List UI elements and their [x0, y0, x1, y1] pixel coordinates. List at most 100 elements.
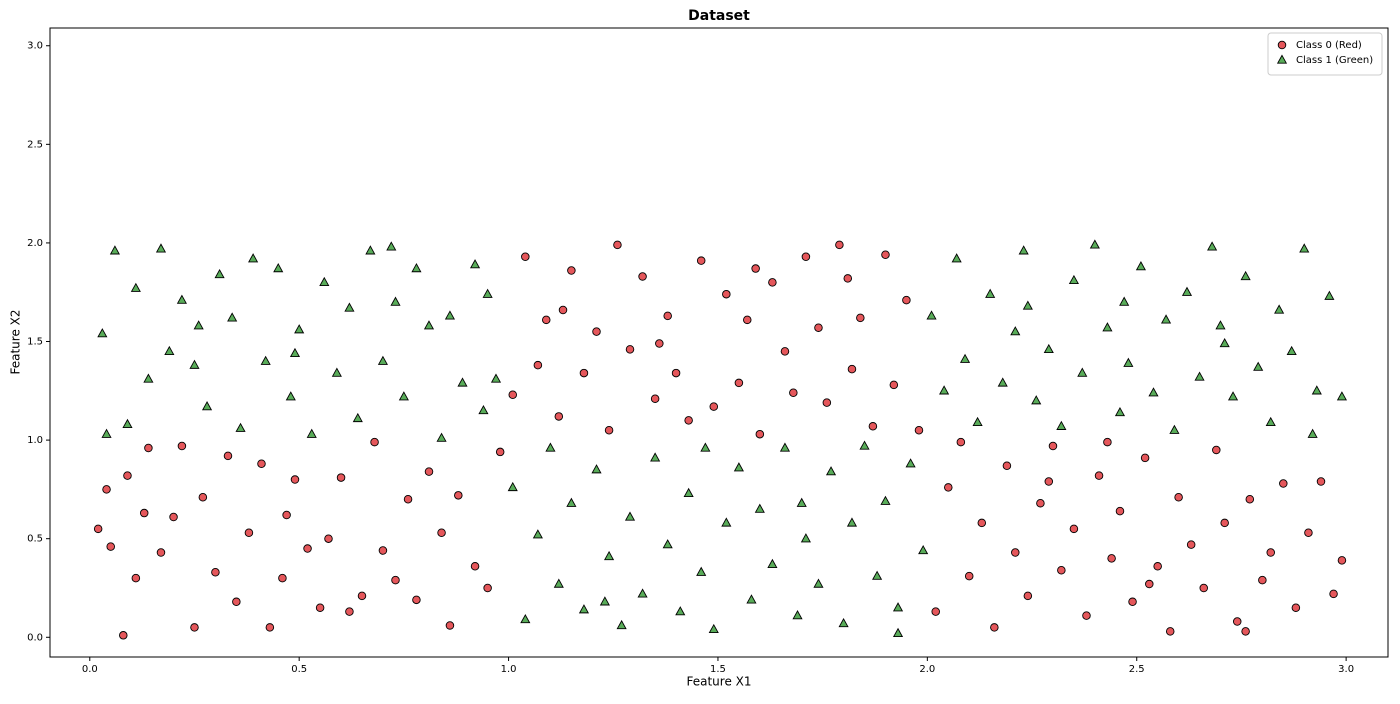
point [1169, 424, 1180, 434]
point [122, 418, 133, 428]
point [1044, 477, 1054, 486]
point [201, 401, 213, 411]
point [1258, 575, 1267, 585]
point [290, 475, 300, 484]
point [412, 595, 421, 605]
point [101, 428, 112, 438]
point [386, 241, 397, 251]
point [822, 398, 832, 407]
point [767, 558, 778, 568]
point [198, 493, 208, 502]
point [336, 473, 346, 482]
point [244, 528, 254, 538]
point [700, 442, 711, 452]
point [1186, 540, 1196, 549]
point [746, 594, 757, 604]
point [637, 588, 648, 598]
y-tick-label: 0.5 [27, 534, 43, 545]
point [944, 483, 953, 492]
point [768, 278, 777, 287]
point [696, 256, 706, 265]
point [398, 391, 409, 401]
point [97, 328, 108, 338]
point [990, 623, 999, 632]
legend-label: Class 1 (Green) [1296, 55, 1373, 66]
point [482, 288, 493, 298]
point [545, 442, 556, 452]
point [779, 442, 791, 452]
point [411, 263, 422, 273]
point [801, 252, 811, 261]
point [579, 368, 589, 378]
point [156, 548, 166, 557]
point [881, 250, 890, 260]
point [604, 550, 615, 561]
plot-frame [49, 27, 1389, 658]
point [566, 497, 577, 507]
point [1002, 461, 1012, 470]
point [377, 355, 388, 365]
point [708, 623, 719, 634]
point [558, 305, 568, 315]
point [892, 602, 904, 612]
point [902, 295, 911, 305]
point [780, 347, 790, 356]
y-axis-label: Feature X2 [9, 309, 23, 374]
point [755, 429, 765, 439]
point [189, 359, 200, 369]
point [1011, 548, 1020, 557]
y-tick-label: 1.5 [27, 337, 43, 348]
point [1212, 445, 1221, 455]
legend: Class 0 (Red) Class 1 (Green) [1267, 32, 1383, 76]
point [403, 495, 413, 504]
point [1036, 498, 1045, 508]
point [521, 252, 530, 261]
point [671, 368, 681, 378]
point [352, 412, 363, 423]
point [1220, 518, 1229, 528]
point [1299, 243, 1310, 253]
point [1043, 343, 1054, 354]
point [1219, 337, 1230, 348]
point [1056, 420, 1067, 430]
point [624, 511, 636, 521]
point [444, 310, 455, 320]
point [800, 533, 811, 543]
point [1194, 371, 1205, 381]
point [592, 327, 601, 336]
point [315, 603, 325, 612]
point [684, 416, 693, 425]
legend-marker [1276, 54, 1288, 64]
point [880, 495, 891, 505]
point [1010, 326, 1021, 336]
point [655, 339, 664, 348]
y-tick-label: 0.0 [27, 632, 43, 643]
legend-box [1267, 32, 1383, 76]
point [554, 412, 564, 421]
point [616, 619, 627, 630]
point [1304, 528, 1313, 538]
point [260, 355, 271, 365]
point [211, 567, 220, 577]
point [155, 243, 167, 253]
point [1265, 416, 1276, 427]
point [109, 245, 120, 255]
point [257, 459, 266, 469]
point [423, 320, 435, 330]
point [663, 311, 672, 321]
x-tick-label: 3.0 [1338, 664, 1354, 675]
legend-marker [1277, 40, 1287, 50]
point [469, 259, 481, 269]
point [273, 263, 284, 273]
point [1291, 603, 1301, 612]
point [1329, 589, 1338, 599]
point [977, 518, 987, 528]
point [553, 578, 564, 588]
point [1274, 304, 1285, 314]
point [1123, 357, 1134, 367]
point [378, 546, 388, 555]
point [859, 440, 870, 450]
point [1148, 387, 1159, 397]
point [796, 497, 807, 507]
point [1227, 391, 1239, 401]
